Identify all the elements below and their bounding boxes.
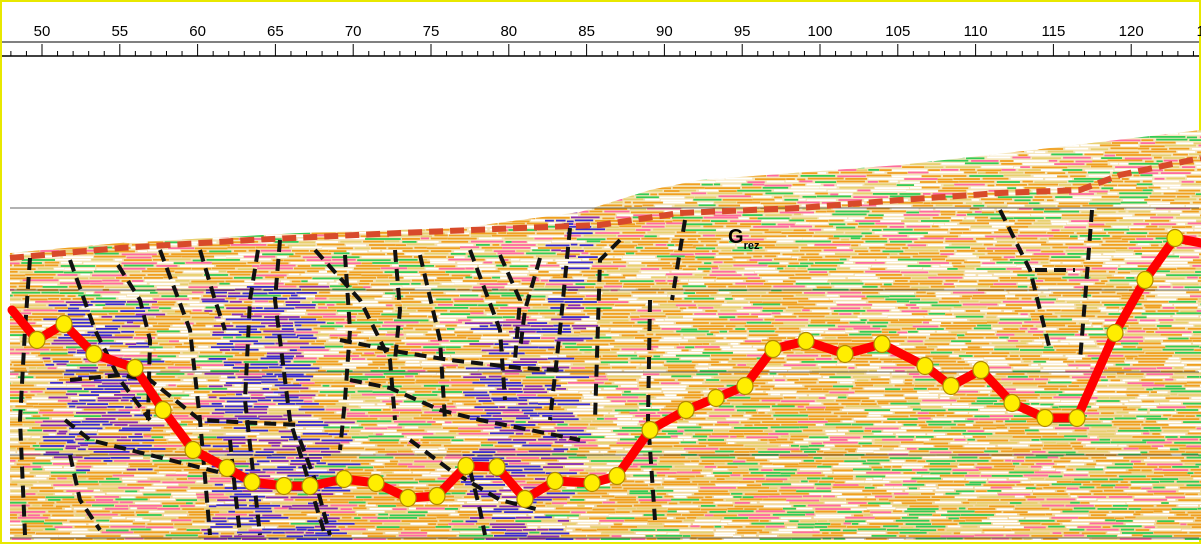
- ruler-label: 85: [578, 23, 595, 40]
- circle-marker-icon: [1166, 228, 1184, 248]
- circle-marker-icon: [1036, 408, 1054, 428]
- circle-marker-icon: [873, 334, 891, 354]
- ruler-label: 55: [111, 23, 128, 40]
- circle-marker-icon: [546, 471, 564, 491]
- circle-marker-icon: [707, 388, 725, 408]
- ruler-label: 50: [34, 23, 51, 40]
- horizon-grez-line: [9, 155, 1201, 261]
- circle-marker-icon: [583, 473, 601, 493]
- circle-marker-icon: [764, 339, 782, 359]
- circle-marker-icon: [1136, 270, 1154, 290]
- circle-marker-icon: [154, 400, 172, 420]
- ruler-label: 60: [189, 23, 206, 40]
- circle-marker-icon: [399, 488, 417, 508]
- ruler-label: 120: [1119, 23, 1144, 40]
- ruler-label: 70: [345, 23, 362, 40]
- circle-marker-icon: [55, 314, 73, 334]
- circle-marker-icon: [736, 376, 754, 396]
- circle-marker-icon: [85, 344, 103, 364]
- circle-marker-icon: [275, 476, 293, 496]
- circle-marker-icon: [942, 376, 960, 396]
- circle-marker-icon: [797, 331, 815, 351]
- distance-ruler: 50 55 60 65 70 75 80 85 90 95 100 105 110 115 120 125: [2, 23, 1201, 57]
- circle-marker-icon: [218, 458, 236, 478]
- circle-marker-icon: [836, 344, 854, 364]
- circle-marker-icon: [428, 486, 446, 506]
- grid-lines: [10, 207, 1199, 539]
- circle-marker-icon: [243, 472, 261, 492]
- circle-marker-icon: [28, 330, 46, 350]
- ruler-label: 80: [500, 23, 517, 40]
- circle-marker-icon: [184, 440, 202, 460]
- circle-marker-icon: [457, 456, 475, 476]
- circle-marker-icon: [516, 489, 534, 509]
- fault-lines: [17, 209, 1094, 536]
- circle-marker-icon: [488, 457, 506, 477]
- circle-marker-icon: [335, 469, 353, 489]
- ruler-label: 110: [964, 23, 988, 40]
- circle-marker-icon: [608, 466, 626, 486]
- ruler-label: 100: [807, 23, 832, 40]
- ruler-label: 115: [1041, 23, 1065, 40]
- circle-marker-icon: [301, 476, 319, 496]
- circle-marker-icon: [916, 356, 934, 376]
- profile-markers: [28, 228, 1184, 509]
- circle-marker-icon: [126, 358, 144, 378]
- ruler-label: 95: [734, 23, 751, 40]
- circle-marker-icon: [367, 473, 385, 493]
- circle-marker-icon: [677, 400, 695, 420]
- circle-marker-icon: [1068, 408, 1086, 428]
- horizon-label: Grez: [728, 226, 760, 252]
- ruler-label: 75: [423, 23, 440, 40]
- circle-marker-icon: [1003, 393, 1021, 413]
- circle-marker-icon: [641, 420, 659, 440]
- ruler-label: 105: [885, 23, 910, 40]
- circle-marker-icon: [1106, 323, 1124, 343]
- ruler-label: 65: [267, 23, 284, 40]
- circle-marker-icon: [972, 360, 990, 380]
- ruler-label: 125: [1196, 23, 1201, 40]
- ruler-label: 90: [656, 23, 673, 40]
